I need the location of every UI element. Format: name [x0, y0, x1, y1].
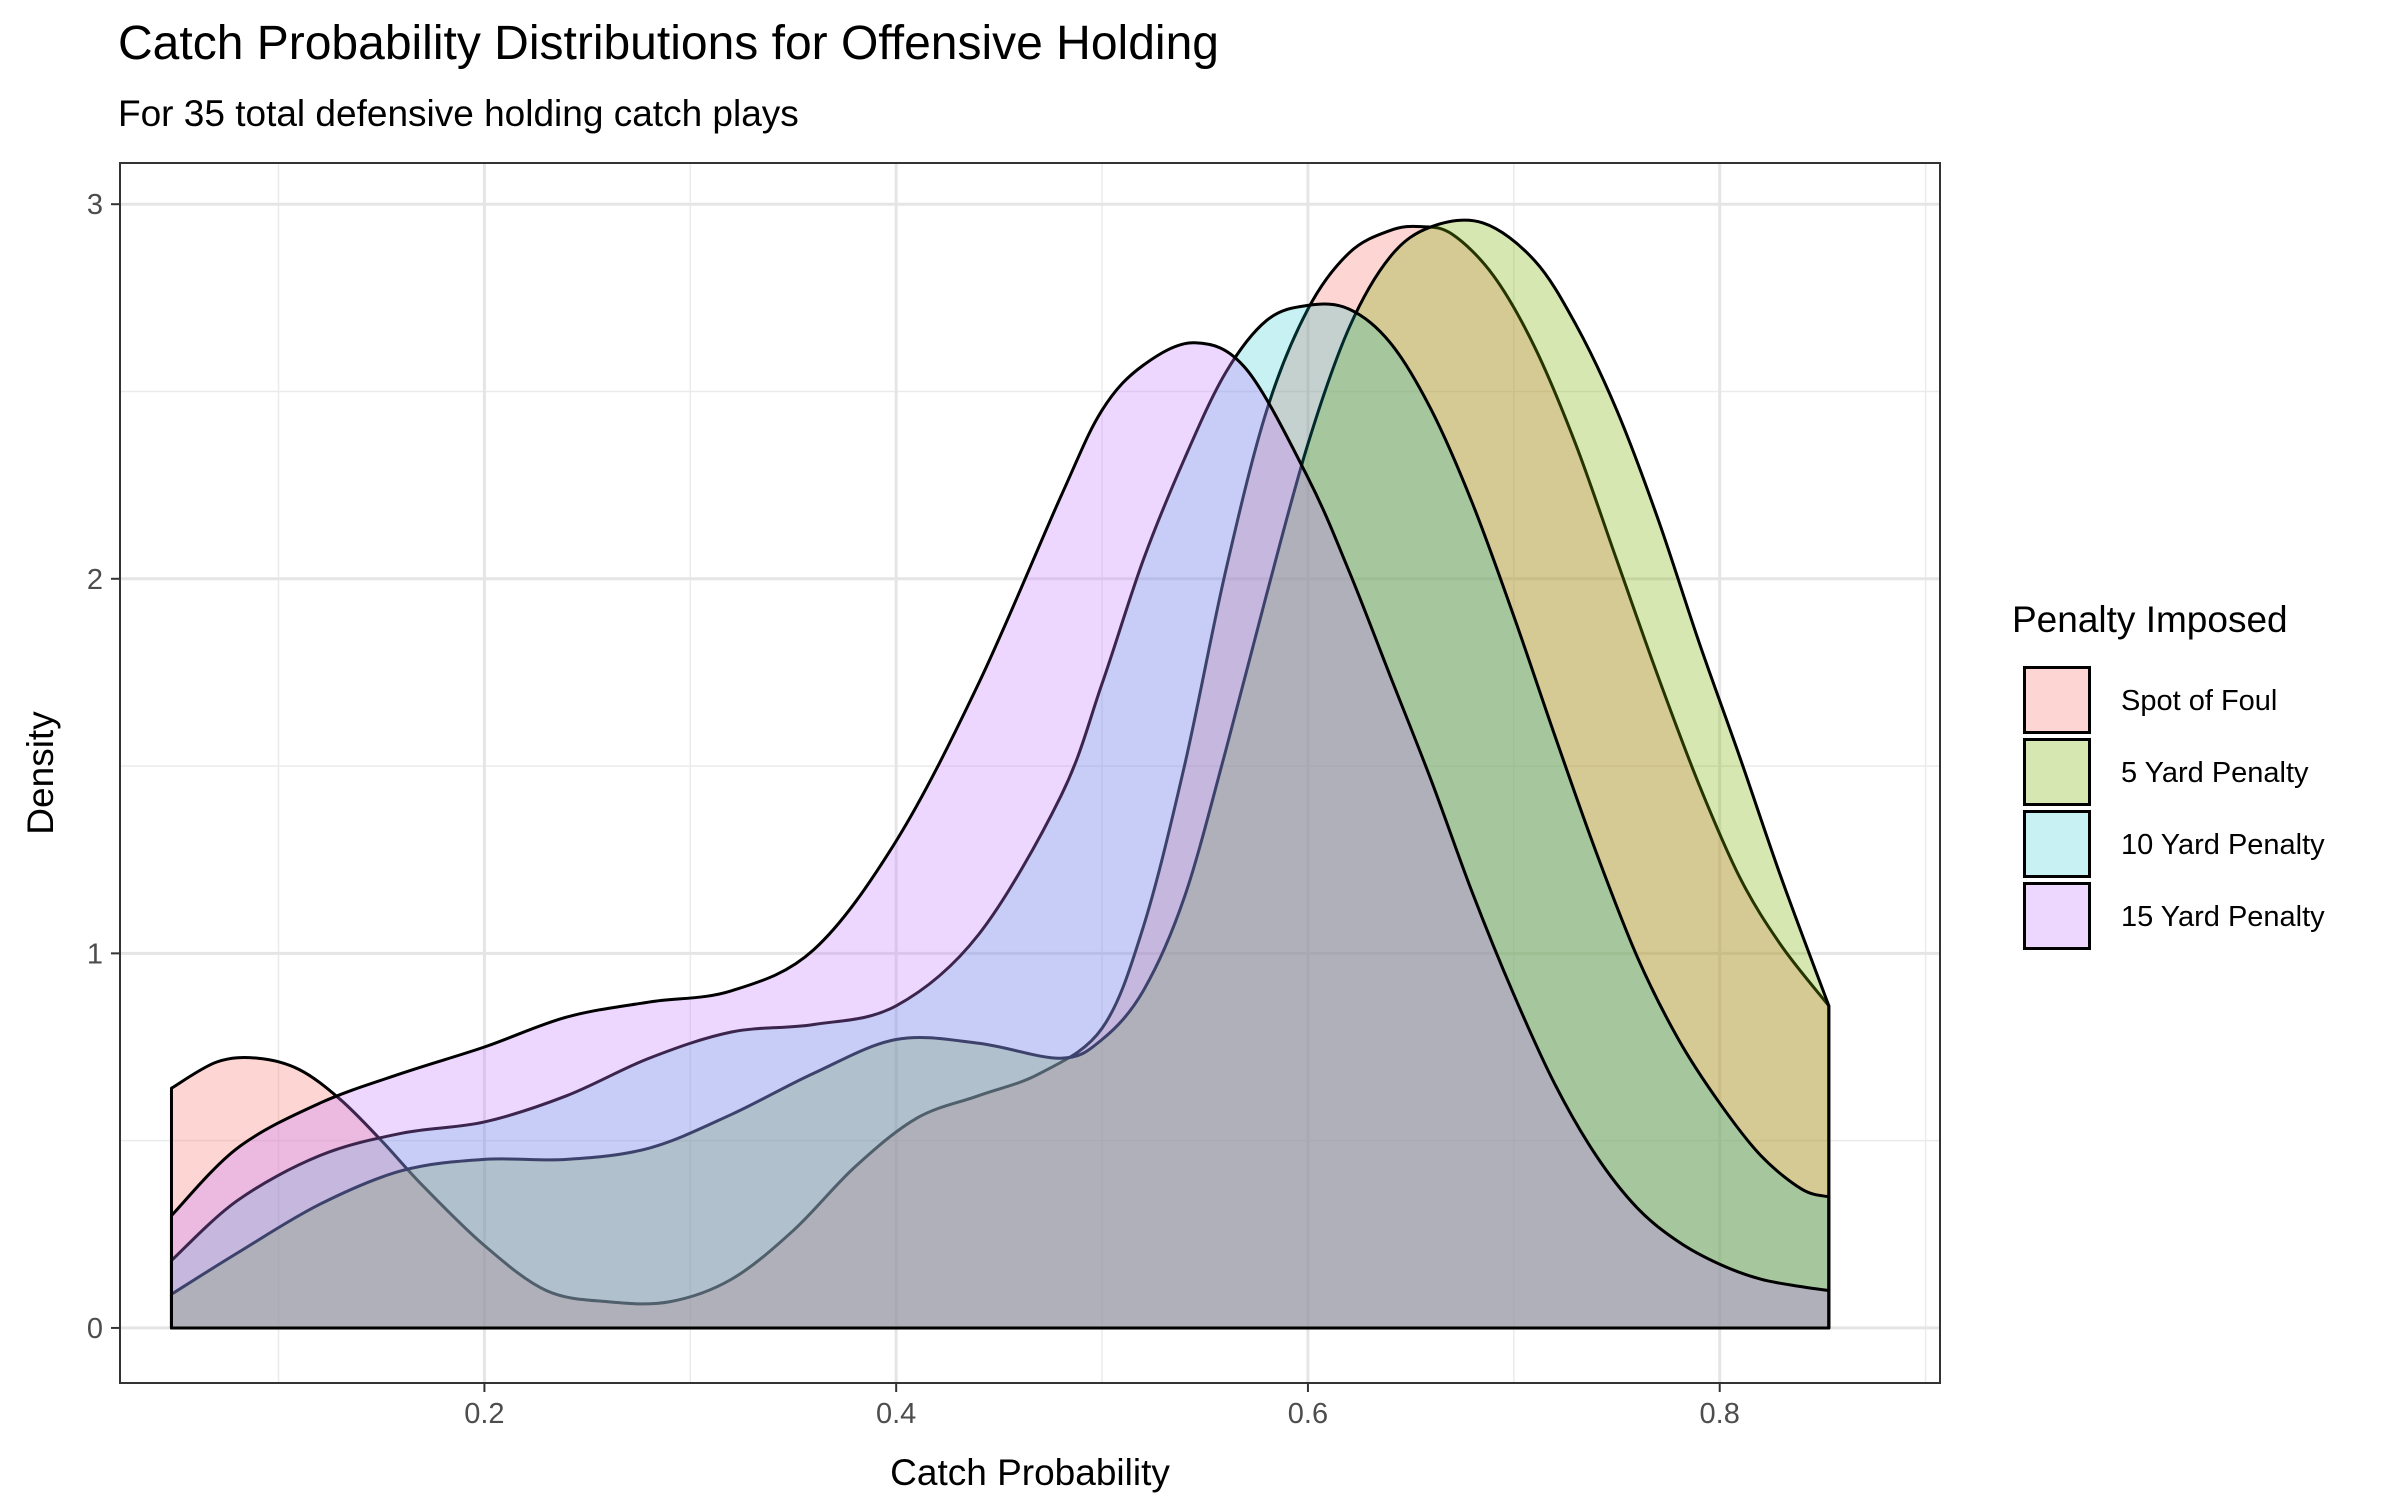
y-axis-label: Density — [20, 711, 61, 835]
gridlines — [120, 163, 1940, 1383]
legend-key-bg — [2023, 882, 2091, 950]
density-areas — [169, 218, 1831, 1330]
legend-key-10-yard-penalty — [2023, 810, 2091, 878]
density-area-spot-of-foul — [169, 224, 1831, 1330]
x-tick-label: 0.8 — [1700, 1398, 1740, 1430]
legend-key-15-yard-penalty — [2023, 882, 2091, 950]
x-tick-label: 0.4 — [876, 1398, 916, 1430]
legend-key-spot-of-foul — [2023, 666, 2091, 734]
x-axis: 0.2 0.4 0.6 0.8 — [464, 1383, 1740, 1430]
y-tick-label: 2 — [87, 564, 103, 596]
density-area-15-yard-penalty — [169, 341, 1831, 1330]
panel-border — [119, 162, 1941, 1384]
x-axis-label: Catch Probability — [890, 1452, 1170, 1493]
x-tick-label: 0.2 — [464, 1398, 504, 1430]
legend-label: 15 Yard Penalty — [2121, 901, 2325, 933]
x-tick-label: 0.6 — [1288, 1398, 1328, 1430]
chart-title: Catch Probability Distributions for Offe… — [118, 17, 1219, 70]
panel-background — [120, 163, 1940, 1383]
y-tick-label: 0 — [87, 1313, 103, 1345]
density-area-5-yard-penalty — [169, 218, 1831, 1330]
legend-key-5-yard-penalty — [2023, 738, 2091, 806]
y-tick-label: 1 — [87, 938, 103, 970]
density-area-10-yard-penalty — [169, 302, 1831, 1330]
legend-key-bg — [2023, 738, 2091, 806]
legend-title: Penalty Imposed — [2012, 599, 2288, 640]
y-axis: 0 1 2 3 — [87, 189, 120, 1345]
y-tick-label: 3 — [87, 189, 103, 221]
legend-key-bg — [2023, 666, 2091, 734]
legend-items: Spot of Foul 5 Yard Penalty 10 Yard Penalt… — [2023, 666, 2325, 950]
legend-label: 10 Yard Penalty — [2121, 829, 2325, 861]
chart-subtitle: For 35 total defensive holding catch pla… — [118, 93, 799, 134]
legend-label: 5 Yard Penalty — [2121, 757, 2309, 789]
legend: Penalty Imposed Spot of Foul 5 Yard Penal… — [2012, 599, 2325, 950]
plot-panel — [119, 162, 1941, 1384]
legend-label: Spot of Foul — [2121, 685, 2277, 717]
legend-key-bg — [2023, 810, 2091, 878]
